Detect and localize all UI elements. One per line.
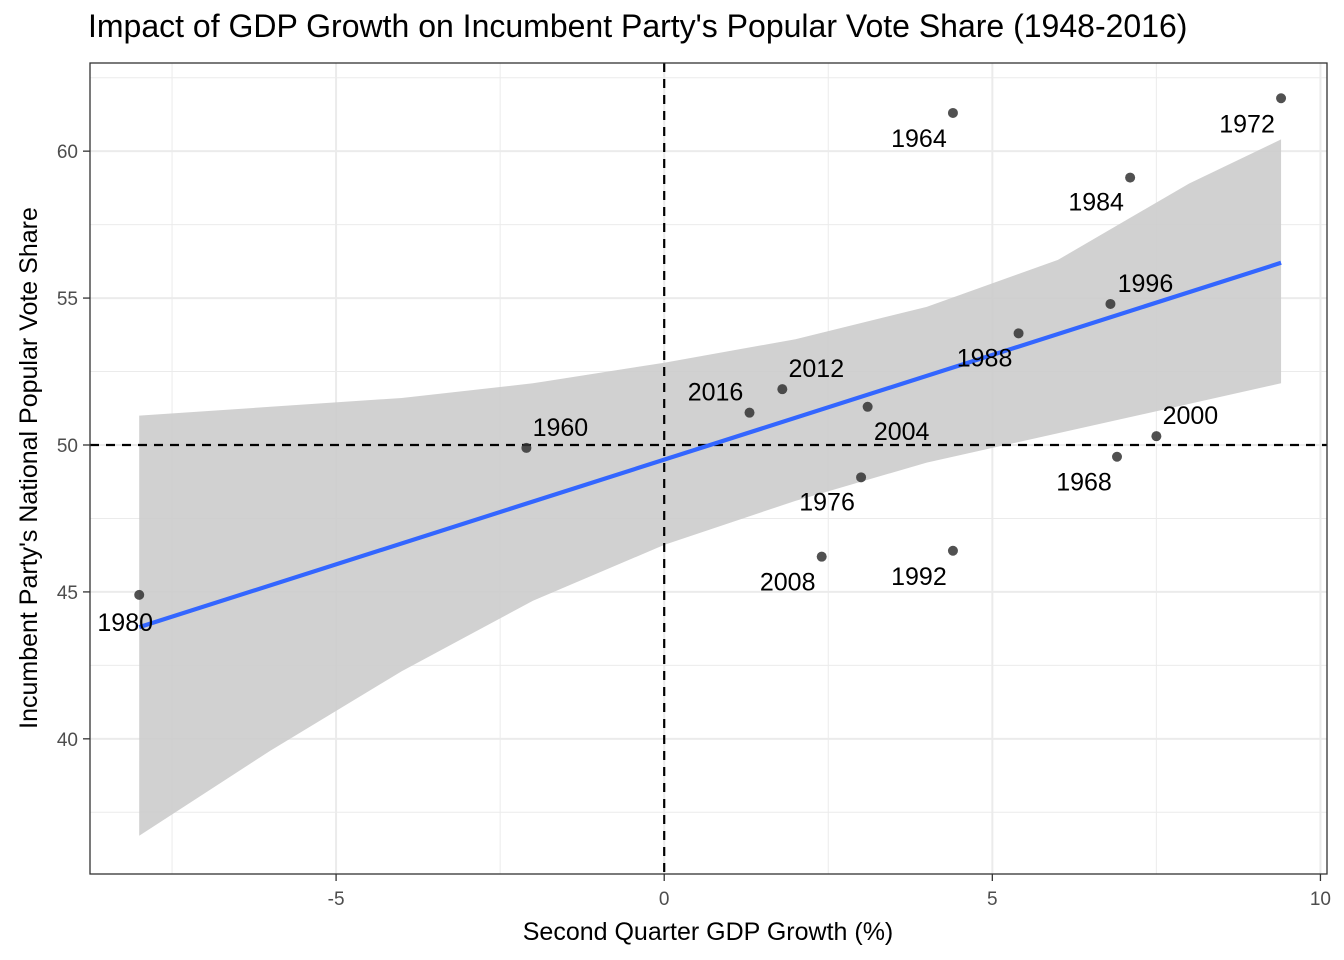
point-label-1980: 1980	[97, 609, 153, 637]
point-label-1996: 1996	[1118, 270, 1174, 298]
data-point-1992	[947, 545, 958, 556]
x-tick-label: -5	[328, 889, 345, 910]
point-label-1960: 1960	[533, 414, 589, 442]
point-label-1988: 1988	[957, 344, 1013, 372]
point-label-1976: 1976	[799, 488, 855, 516]
data-point-1964	[947, 107, 958, 118]
y-axis-title: Incumbent Party's National Popular Vote …	[15, 207, 43, 729]
data-point-1984	[1125, 172, 1136, 183]
point-label-1992: 1992	[891, 563, 947, 591]
point-label-2000: 2000	[1163, 402, 1219, 430]
chart-title: Impact of GDP Growth on Incumbent Party'…	[88, 8, 1188, 44]
point-label-1972: 1972	[1219, 110, 1275, 138]
point-label-2012: 2012	[789, 355, 845, 383]
data-point-1968	[1112, 451, 1123, 462]
point-label-2008: 2008	[760, 569, 816, 597]
y-tick-label: 45	[57, 583, 78, 604]
x-tick-label: 10	[1310, 889, 1331, 910]
point-label-2004: 2004	[874, 418, 930, 446]
fit-line-layer	[138, 260, 1282, 630]
x-tick-label: 0	[659, 889, 670, 910]
y-tick-label: 55	[57, 289, 78, 310]
point-label-1964: 1964	[891, 125, 947, 153]
y-tick-label: 60	[57, 142, 78, 163]
reference-lines-layer	[90, 63, 1327, 874]
x-axis-title: Second Quarter GDP Growth (%)	[523, 918, 894, 946]
regression-fit-line	[138, 260, 1282, 630]
ticks-layer: -5 0 5 10 40 45 50 55 60	[57, 142, 1331, 910]
panel-border	[89, 62, 1328, 875]
confidence-band	[139, 139, 1282, 836]
point-label-2016: 2016	[688, 379, 744, 407]
data-point-2012	[777, 384, 788, 395]
data-point-1976	[856, 472, 867, 483]
data-point-1972	[1276, 93, 1287, 104]
data-point-1960	[521, 442, 532, 453]
data-point-1996	[1105, 298, 1116, 309]
x-tick-label: 5	[987, 889, 998, 910]
y-tick-label: 40	[57, 730, 78, 751]
data-point-1980	[134, 589, 145, 600]
y-tick-label: 50	[57, 436, 78, 457]
data-point-1988	[1013, 328, 1024, 339]
point-label-1968: 1968	[1056, 469, 1112, 497]
points-layer	[134, 93, 1287, 600]
point-labels-layer: 1960 1964 1968 1972 1976 1980 1984 1988 1992 1996…	[97, 110, 1274, 637]
data-point-2000	[1151, 431, 1162, 442]
data-point-2004	[862, 401, 873, 412]
data-point-2008	[816, 551, 827, 562]
data-point-2016	[744, 407, 755, 418]
point-label-1984: 1984	[1068, 189, 1124, 217]
confidence-band-layer	[139, 139, 1282, 836]
